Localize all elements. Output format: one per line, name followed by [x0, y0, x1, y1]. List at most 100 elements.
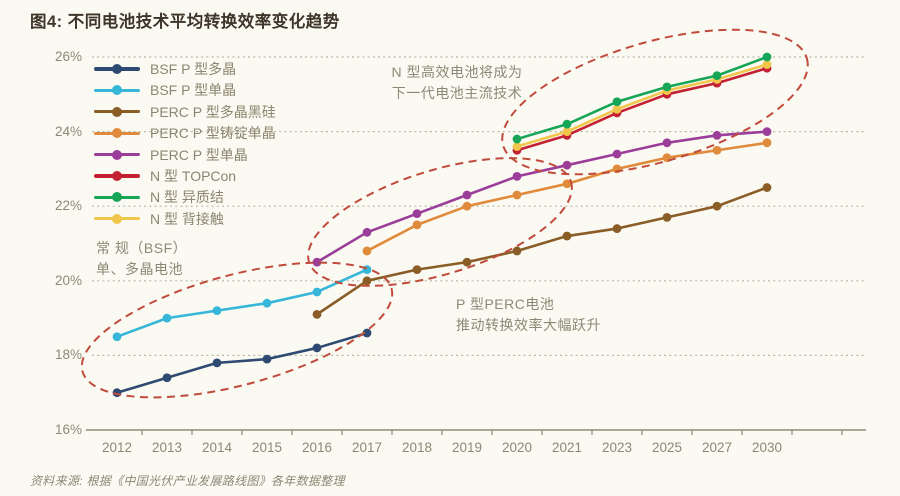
- legend-label: PERC P 型多晶黑硅: [150, 103, 276, 120]
- x-tick-label: 2015: [251, 440, 283, 455]
- series-point: [312, 309, 322, 319]
- series-point: [362, 227, 372, 237]
- series-point: [362, 246, 372, 256]
- series-point: [212, 306, 222, 316]
- series-point: [162, 313, 172, 323]
- x-tick-label: 2030: [751, 440, 783, 455]
- y-tick-label: 24%: [54, 123, 82, 139]
- legend-swatch-icon: [94, 213, 140, 224]
- series-point: [612, 97, 622, 107]
- series-point: [612, 224, 622, 233]
- x-tick-label: 2019: [451, 440, 483, 455]
- series-line-7: [516, 63, 768, 148]
- legend-item-7: N 型 背接触: [94, 210, 224, 228]
- y-tick-label: 26%: [54, 49, 82, 64]
- series-point: [512, 190, 522, 200]
- highlight-ellipse: [501, 28, 809, 176]
- legend-item-1: BSF P 型单晶: [94, 81, 236, 99]
- series-point: [362, 276, 372, 286]
- legend-dot-icon: [112, 149, 122, 160]
- perc-note: P 型PERC电池 推动转换效率大幅跃升: [456, 294, 646, 336]
- series-point: [312, 257, 322, 267]
- series-point: [512, 246, 522, 256]
- series-point: [612, 104, 622, 114]
- legend-label: PERC P 型单晶: [150, 146, 248, 163]
- series-point: [412, 265, 422, 275]
- legend-swatch-icon: [94, 64, 140, 75]
- legend-item-6: N 型 异质结: [94, 188, 224, 206]
- x-tick-label: 2020: [501, 440, 533, 455]
- gridlines-group: [92, 56, 866, 356]
- legend-dot-icon: [112, 64, 122, 75]
- series-point: [612, 149, 622, 159]
- legend-label: N 型 异质结: [150, 189, 224, 206]
- y-tick-label: 20%: [54, 272, 82, 288]
- series-point: [462, 201, 472, 211]
- series-point: [312, 343, 322, 353]
- annotation-line: 常 规（BSF）: [96, 240, 188, 256]
- legend-swatch-icon: [94, 106, 140, 117]
- legend-dot-icon: [112, 128, 122, 139]
- x-tick-label: 2018: [401, 440, 433, 455]
- series-point: [112, 332, 122, 342]
- legend-swatch-icon: [94, 85, 140, 96]
- highlight-ellipses-group: [80, 28, 809, 399]
- legend-item-2: PERC P 型多晶黑硅: [94, 103, 276, 121]
- series-point: [212, 358, 222, 368]
- series-point: [462, 257, 472, 267]
- legend-dot-icon: [112, 171, 122, 182]
- series-point: [712, 71, 722, 81]
- series-point: [262, 298, 272, 308]
- series-point: [562, 127, 572, 136]
- series-line-6: [516, 55, 768, 141]
- series-point: [762, 183, 772, 192]
- series-line-1: [116, 268, 368, 338]
- series-point: [562, 231, 572, 241]
- highlight-ellipse: [80, 261, 394, 399]
- x-tick-label: 2012: [101, 440, 133, 455]
- series-point: [512, 142, 522, 151]
- figure-title: 图4: 不同电池技术平均转换效率变化趋势: [30, 13, 340, 31]
- legend-swatch-icon: [94, 128, 140, 139]
- legend-label: PERC P 型铸锭单晶: [150, 125, 276, 142]
- series-point: [512, 134, 522, 144]
- legend-dot-icon: [112, 106, 122, 117]
- series-point: [712, 201, 722, 211]
- annotation-line: 单、多晶电池: [96, 261, 183, 277]
- series-point: [362, 328, 372, 338]
- series-point: [362, 265, 372, 275]
- x-tick-label: 2021: [551, 440, 583, 455]
- series-point: [512, 171, 522, 181]
- annotation-line: N 型高效电池将成为: [391, 64, 523, 80]
- series-point: [562, 160, 572, 170]
- annotation-line: P 型PERC电池: [456, 296, 555, 312]
- series-point: [762, 60, 772, 69]
- annotation-line: 下一代电池主流技术: [391, 85, 523, 101]
- series-line-5: [516, 66, 768, 152]
- legend-item-4: PERC P 型单晶: [94, 146, 248, 164]
- series-point: [162, 373, 172, 383]
- series-point: [712, 145, 722, 155]
- series-point: [712, 130, 722, 140]
- x-tick-label: 2014: [201, 440, 233, 455]
- bsf-note: 常 规（BSF） 单、多晶电池: [96, 238, 246, 280]
- ntype-note: N 型高效电池将成为 下一代电池主流技术: [368, 62, 546, 104]
- series-point: [662, 138, 672, 148]
- legend-swatch-icon: [94, 171, 140, 182]
- legend-dot-icon: [112, 213, 122, 224]
- x-axis-group: [86, 429, 866, 435]
- x-tick-label: 2016: [301, 440, 333, 455]
- x-tick-label: 2025: [651, 440, 683, 455]
- series-point: [462, 190, 472, 200]
- y-tick-label: 22%: [54, 198, 82, 214]
- series-point: [762, 138, 772, 148]
- legend-item-3: PERC P 型铸锭单晶: [94, 124, 276, 142]
- legend-item-0: BSF P 型多晶: [94, 60, 236, 78]
- highlight-ellipse: [307, 157, 573, 287]
- series-point: [412, 209, 422, 219]
- legend-label: N 型 TOPCon: [150, 168, 237, 184]
- y-tick-label: 18%: [54, 347, 82, 363]
- x-tick-label: 2027: [701, 440, 733, 455]
- series-point: [562, 179, 572, 189]
